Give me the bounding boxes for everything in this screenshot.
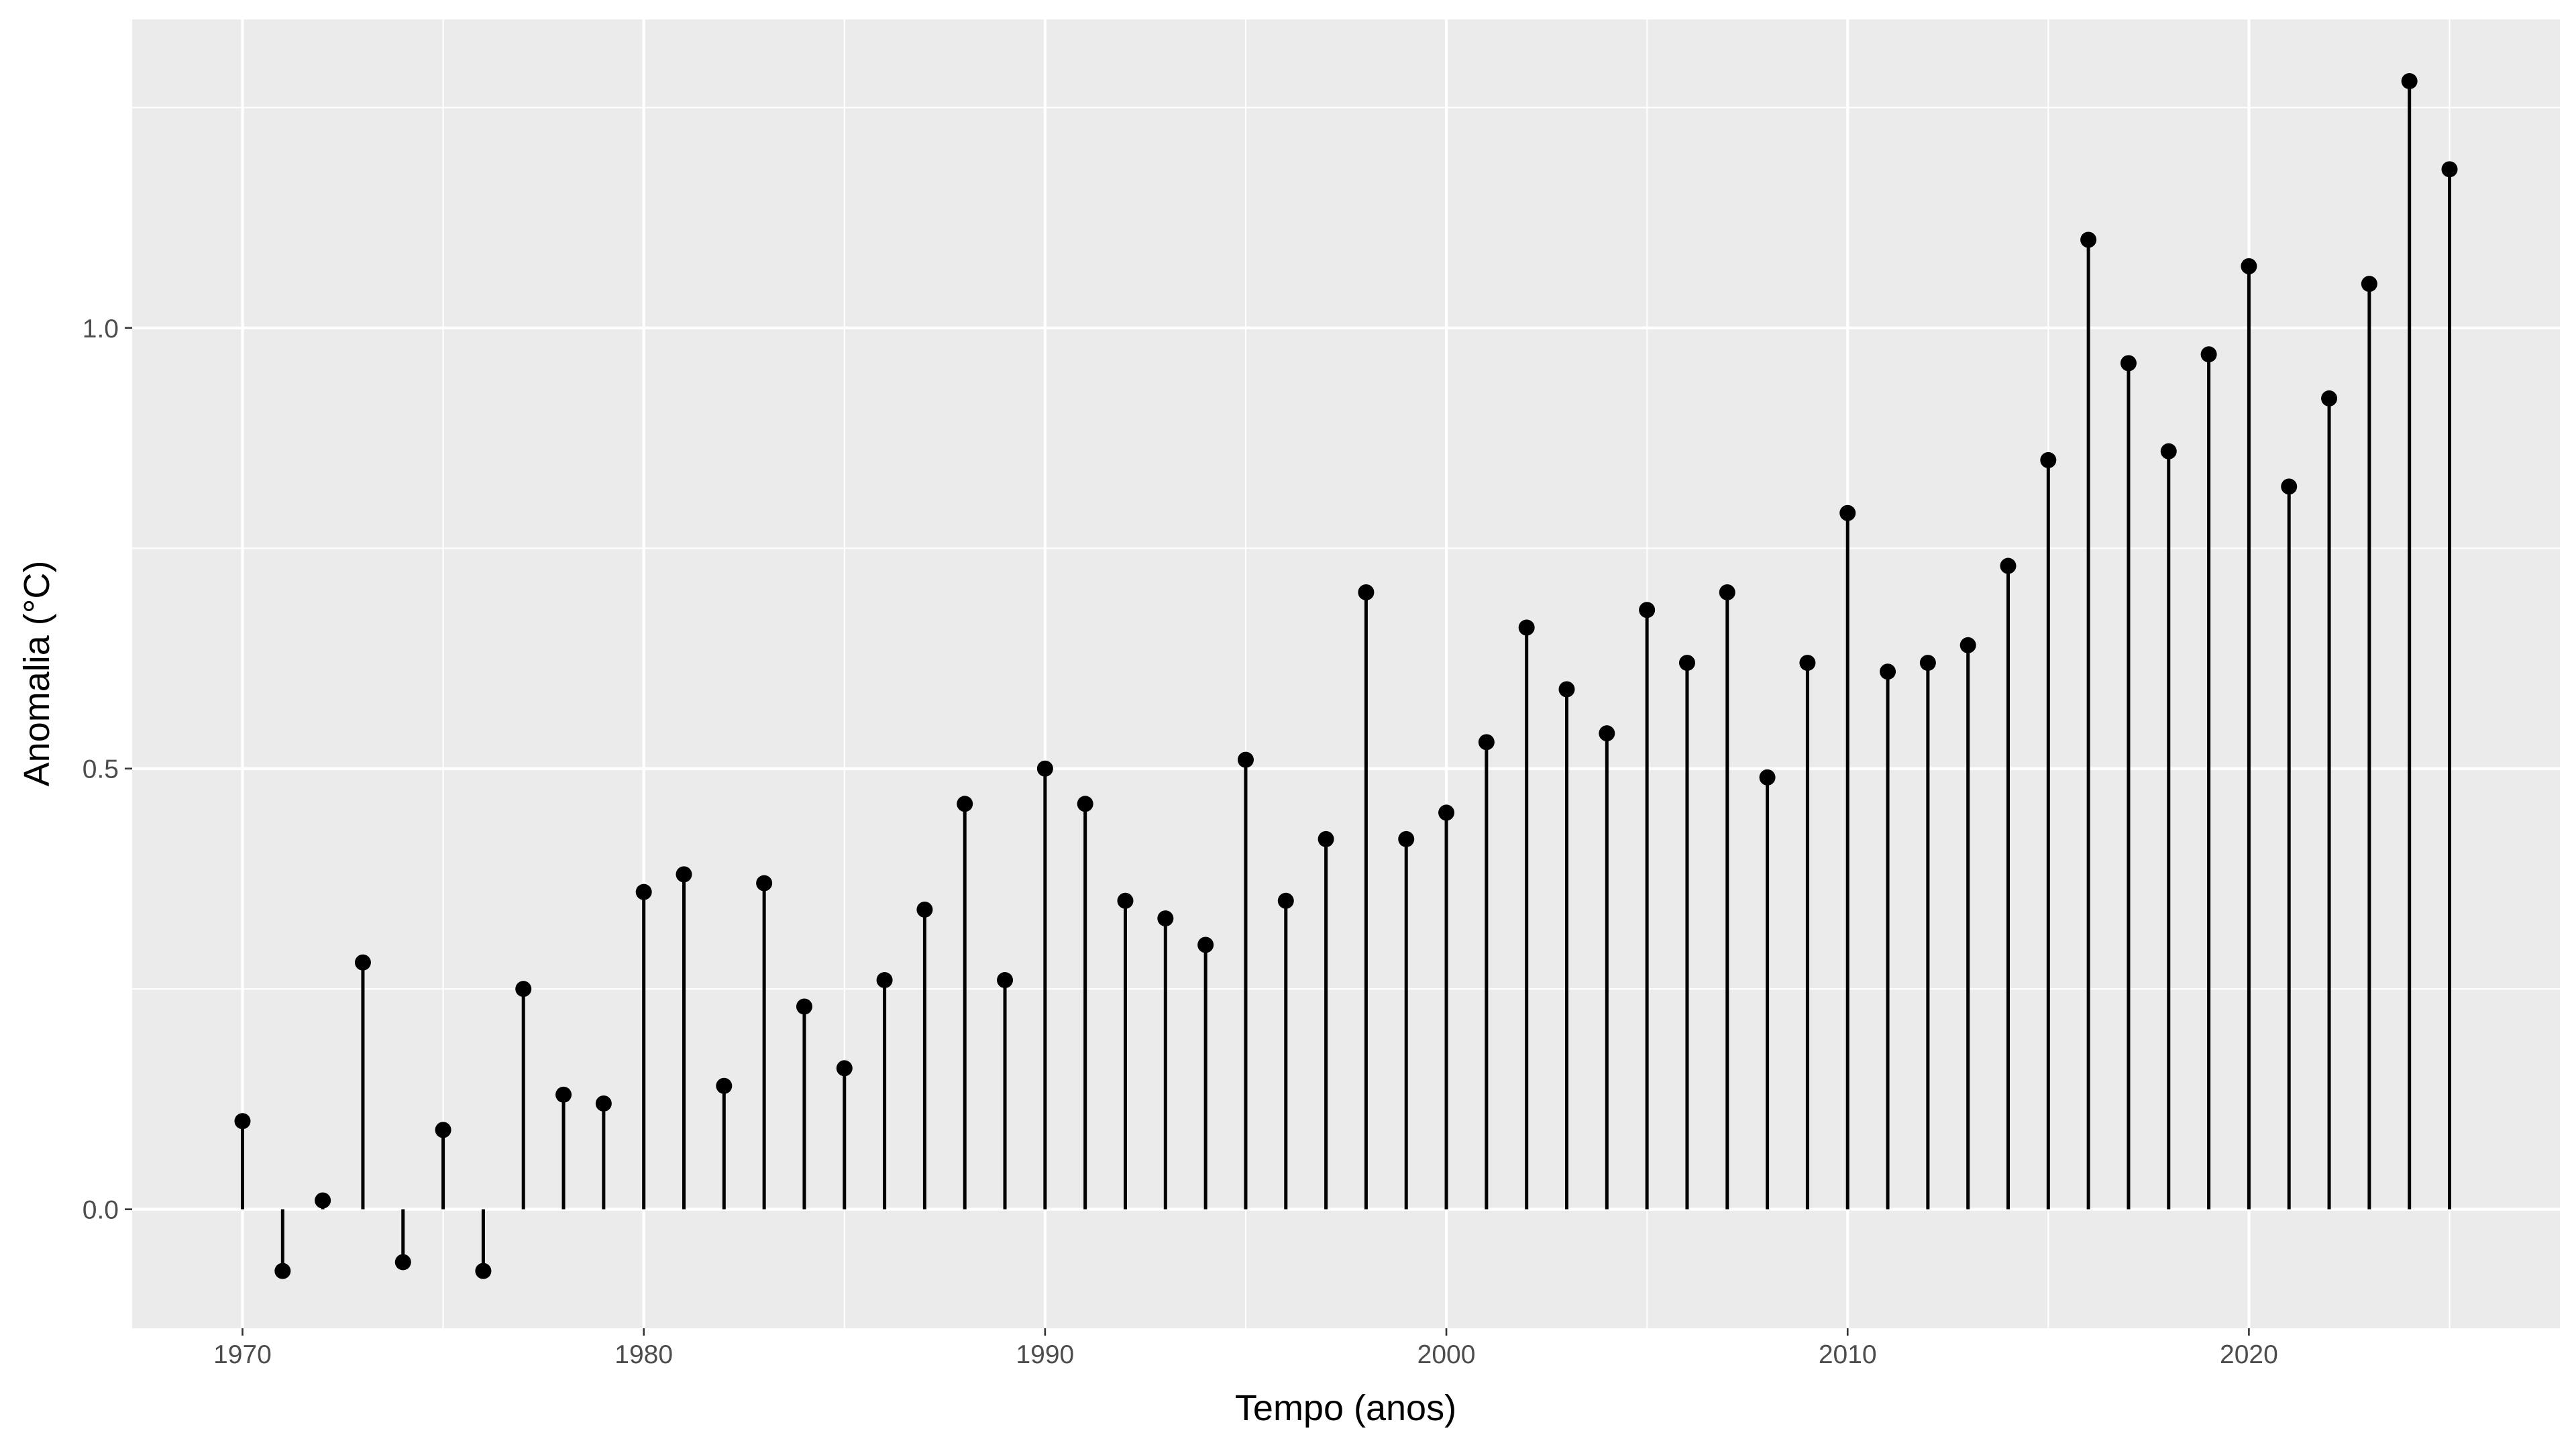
point-1984: [796, 998, 812, 1015]
point-1999: [1398, 830, 1415, 847]
point-2014: [2000, 557, 2017, 574]
point-2008: [1759, 769, 1776, 786]
point-1970: [234, 1113, 251, 1130]
point-2004: [1599, 725, 1615, 742]
point-1985: [836, 1060, 853, 1077]
point-2010: [1839, 504, 1856, 521]
point-2021: [2281, 478, 2298, 495]
y-tick-label: 0.5: [83, 755, 119, 784]
point-1988: [957, 796, 973, 812]
point-2000: [1438, 804, 1455, 821]
point-2019: [2200, 346, 2217, 363]
point-1975: [435, 1122, 451, 1138]
point-1976: [475, 1263, 492, 1279]
y-tick-label: 0.0: [83, 1196, 119, 1225]
point-1987: [916, 901, 933, 918]
y-axis-title: Anomalia (°C): [17, 561, 57, 787]
point-1986: [876, 972, 893, 989]
point-1989: [997, 972, 1014, 989]
point-1995: [1237, 751, 1254, 768]
point-1971: [274, 1263, 291, 1279]
point-1980: [635, 883, 652, 900]
point-1991: [1077, 796, 1093, 812]
stems: [241, 80, 2451, 1271]
point-2025: [2441, 161, 2458, 178]
point-2022: [2321, 390, 2338, 407]
point-2020: [2241, 258, 2257, 274]
x-axis-title: Tempo (anos): [1235, 1388, 1456, 1428]
point-2015: [2040, 451, 2057, 468]
x-tick-label: 2000: [1417, 1340, 1476, 1369]
point-2005: [1639, 602, 1656, 619]
point-2007: [1719, 584, 1735, 600]
point-2003: [1558, 681, 1575, 698]
point-1998: [1358, 584, 1375, 600]
point-1983: [756, 875, 773, 892]
x-tick-label: 2010: [1819, 1340, 1877, 1369]
point-2024: [2401, 72, 2418, 89]
point-2001: [1478, 734, 1495, 751]
point-1997: [1318, 830, 1334, 847]
point-1979: [595, 1095, 612, 1112]
point-1978: [555, 1086, 572, 1103]
point-1981: [676, 866, 692, 883]
point-2018: [2160, 443, 2177, 460]
point-2013: [1960, 637, 1976, 653]
point-2002: [1518, 619, 1535, 636]
y-axis: 0.0 0.5 1.0: [83, 315, 132, 1225]
x-tick-label: 1970: [213, 1340, 272, 1369]
point-2006: [1678, 655, 1695, 672]
x-axis: 1970 1980 1990 2000 2010 2020: [213, 1328, 2278, 1369]
y-tick-label: 1.0: [83, 315, 119, 343]
x-tick-label: 1990: [1016, 1340, 1074, 1369]
point-1972: [315, 1192, 331, 1209]
plot-panel: [132, 19, 2560, 1328]
point-1973: [354, 954, 371, 971]
point-2009: [1799, 655, 1816, 672]
point-1974: [394, 1254, 411, 1271]
point-1994: [1197, 936, 1214, 953]
point-2023: [2361, 276, 2377, 292]
point-2011: [1880, 663, 1896, 680]
point-1977: [515, 981, 532, 998]
point-1990: [1036, 760, 1053, 777]
x-tick-label: 2020: [2220, 1340, 2278, 1369]
x-tick-label: 1980: [614, 1340, 673, 1369]
point-1992: [1117, 892, 1134, 909]
points: [234, 72, 2458, 1279]
point-2016: [2080, 231, 2097, 248]
point-2012: [1919, 655, 1936, 672]
point-1993: [1157, 910, 1174, 927]
point-2017: [2120, 355, 2137, 372]
point-1996: [1277, 892, 1294, 909]
point-1982: [716, 1077, 733, 1094]
